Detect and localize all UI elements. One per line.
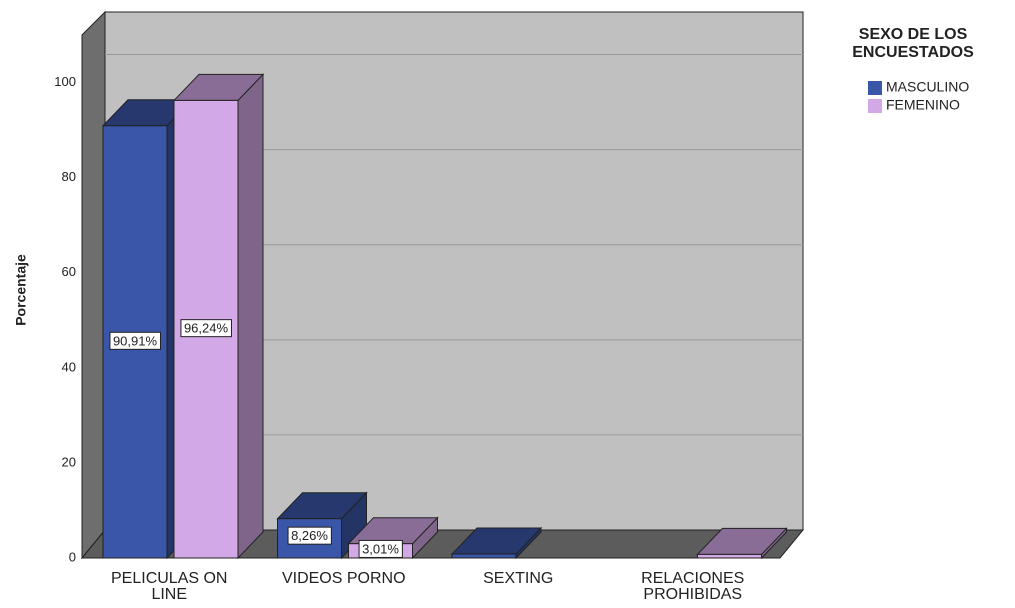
bar-side bbox=[237, 73, 264, 560]
y-tick-label: 40 bbox=[62, 359, 76, 374]
value-label-box bbox=[358, 539, 403, 558]
value-label: 8,26% bbox=[291, 528, 328, 543]
legend-title: SEXO DE LOS ENCUESTADOS bbox=[852, 26, 974, 61]
y-axis-title: Porcentaje bbox=[13, 254, 29, 326]
y-tick-label: 0 bbox=[69, 549, 76, 564]
legend-label: MASCULINO bbox=[886, 79, 969, 95]
value-label-box bbox=[109, 331, 161, 350]
legend-swatch bbox=[868, 99, 882, 113]
legend-label: FEMENINO bbox=[886, 97, 960, 113]
x-tick-label: RELACIONES PROHIBIDAS bbox=[641, 570, 744, 603]
bar bbox=[697, 553, 762, 559]
side-wall bbox=[81, 10, 106, 560]
y-tick-label: 20 bbox=[62, 454, 76, 469]
legend-swatch bbox=[868, 81, 882, 95]
value-label: 3,01% bbox=[362, 541, 399, 556]
value-label-box bbox=[287, 526, 332, 545]
floor bbox=[80, 529, 805, 559]
x-tick-label: VIDEOS PORNO bbox=[282, 570, 406, 587]
x-tick-label: PELICULAS ON LINE bbox=[111, 570, 227, 603]
y-tick-label: 60 bbox=[62, 264, 76, 279]
value-label: 96,24% bbox=[184, 321, 229, 336]
y-tick-label: 80 bbox=[62, 169, 76, 184]
y-tick-label: 100 bbox=[54, 74, 76, 89]
bar bbox=[451, 553, 517, 559]
x-tick-label: SEXTING bbox=[483, 570, 553, 587]
value-label: 90,91% bbox=[113, 333, 158, 348]
value-label-box bbox=[180, 319, 232, 338]
